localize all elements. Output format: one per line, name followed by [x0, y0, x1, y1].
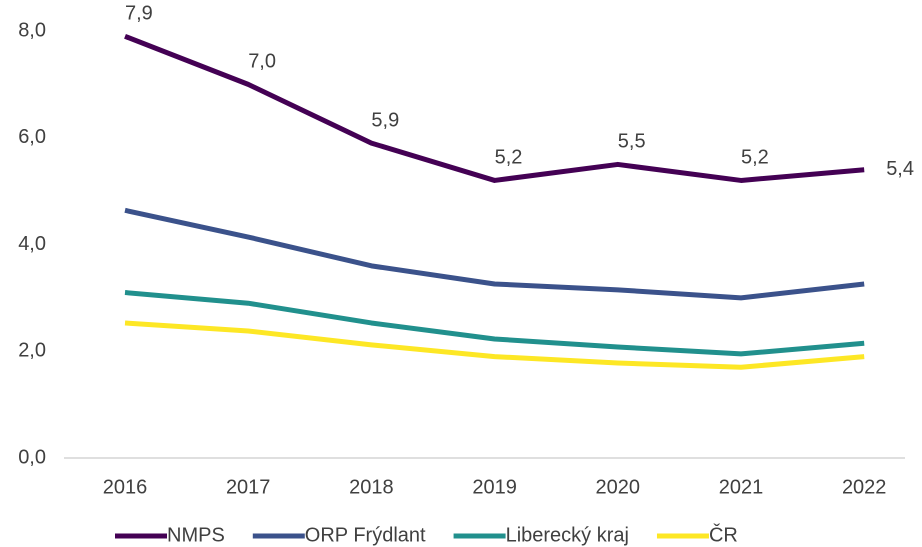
data-label: 5,9 — [371, 109, 399, 131]
series-line — [124, 290, 865, 357]
y-tick-label: 4,0 — [18, 233, 46, 255]
x-tick-label: 2022 — [842, 476, 887, 498]
y-tick-label: 2,0 — [18, 340, 46, 362]
data-label: 5,4 — [886, 158, 914, 180]
y-tick-label: 6,0 — [18, 126, 46, 148]
legend-label: ČR — [709, 523, 738, 546]
data-label: 5,5 — [618, 131, 646, 153]
y-tick-label: 0,0 — [18, 446, 46, 468]
legend-label: Liberecký kraj — [506, 524, 629, 546]
legend-label: ORP Frýdlant — [305, 524, 426, 546]
legend-label: NMPS — [167, 524, 225, 546]
x-tick-label: 2020 — [596, 476, 641, 498]
y-tick-label: 8,0 — [18, 19, 46, 41]
x-tick-label: 2017 — [226, 476, 271, 498]
data-label: 7,9 — [125, 3, 153, 25]
series-line — [124, 320, 865, 370]
x-tick-label: 2016 — [103, 476, 148, 498]
x-tick-label: 2019 — [472, 476, 517, 498]
data-label: 5,2 — [495, 147, 523, 169]
data-label: 5,2 — [741, 147, 769, 169]
series-line — [124, 34, 865, 183]
series-line — [124, 207, 865, 301]
x-tick-label: 2021 — [719, 476, 764, 498]
data-label: 7,0 — [248, 51, 276, 73]
x-tick-label: 2018 — [349, 476, 394, 498]
